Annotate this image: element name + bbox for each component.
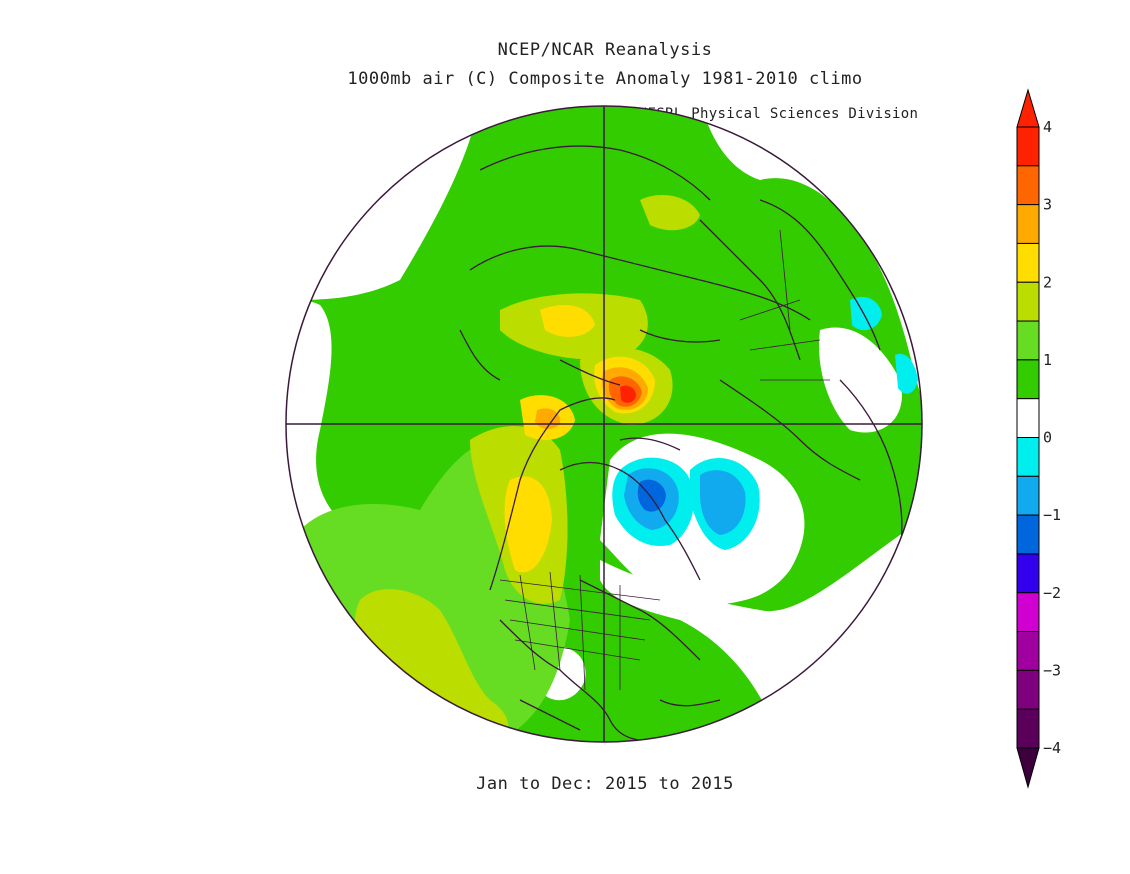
anomaly-cold-light-blue-atlantic xyxy=(700,470,746,535)
colorbar-cell xyxy=(1016,398,1040,438)
anomaly-band-canada-yellow xyxy=(504,476,552,573)
colorbar-tick-label: −4 xyxy=(1043,739,1061,757)
anomaly-cold-blue-core xyxy=(637,479,666,512)
anomaly-cold-cyan-europe xyxy=(850,296,882,331)
colorbar-cell xyxy=(1016,281,1040,322)
colorbar-tick-label: −2 xyxy=(1043,584,1061,602)
anomaly-band-pacific-warm xyxy=(354,589,509,742)
coastlines xyxy=(459,145,903,742)
colorbar-tick-label: 1 xyxy=(1043,351,1052,369)
colorbar-tick-label: −3 xyxy=(1043,661,1061,679)
colorbar-tick-label: 3 xyxy=(1043,196,1052,214)
polar-map xyxy=(286,106,922,742)
colorbar-cell xyxy=(1016,126,1040,167)
colorbar-cell xyxy=(1016,204,1040,244)
political-borders xyxy=(499,229,830,691)
map-subtitle: 1000mb air (C) Composite Anomaly 1981-20… xyxy=(347,69,863,89)
colorbar-cell xyxy=(1016,475,1040,516)
anomaly-cold-cyan-east xyxy=(895,353,918,394)
colorbar-cell xyxy=(1016,320,1040,361)
colorbar: 4 3 2 1 0 −1 −2 −3 −4 xyxy=(1016,88,1061,789)
colorbar-top-arrow xyxy=(1016,88,1040,128)
colorbar-cell xyxy=(1016,359,1040,400)
colorbar-cell xyxy=(1016,242,1040,283)
colorbar-cell xyxy=(1016,165,1040,206)
map-title: NCEP/NCAR Reanalysis xyxy=(497,40,713,60)
colorbar-cell xyxy=(1016,514,1040,555)
date-range-label: Jan to Dec: 2015 to 2015 xyxy=(476,774,734,794)
anomaly-band-north-scandinavia xyxy=(640,195,700,231)
colorbar-cell xyxy=(1016,553,1040,594)
map-boundary-circle xyxy=(285,105,923,743)
colorbar-cell xyxy=(1016,708,1040,749)
colorbar-cell xyxy=(1016,669,1040,710)
colorbar-cell xyxy=(1016,631,1040,671)
colorbar-bottom-arrow xyxy=(1016,747,1040,789)
colorbar-cell xyxy=(1016,592,1040,633)
anomaly-band-siberia-yellow xyxy=(540,305,595,337)
anomaly-band-arctic-red xyxy=(620,385,636,403)
colorbar-tick-label: −1 xyxy=(1043,506,1061,524)
colorbar-cell xyxy=(1016,437,1040,477)
colorbar-tick-label: 4 xyxy=(1043,118,1052,136)
anomaly-zero-region-pacific xyxy=(286,300,340,560)
colorbar-tick-label: 2 xyxy=(1043,273,1052,291)
colorbar-tick-label: 0 xyxy=(1043,429,1052,447)
anomaly-zero-region-eurasia xyxy=(819,327,902,433)
